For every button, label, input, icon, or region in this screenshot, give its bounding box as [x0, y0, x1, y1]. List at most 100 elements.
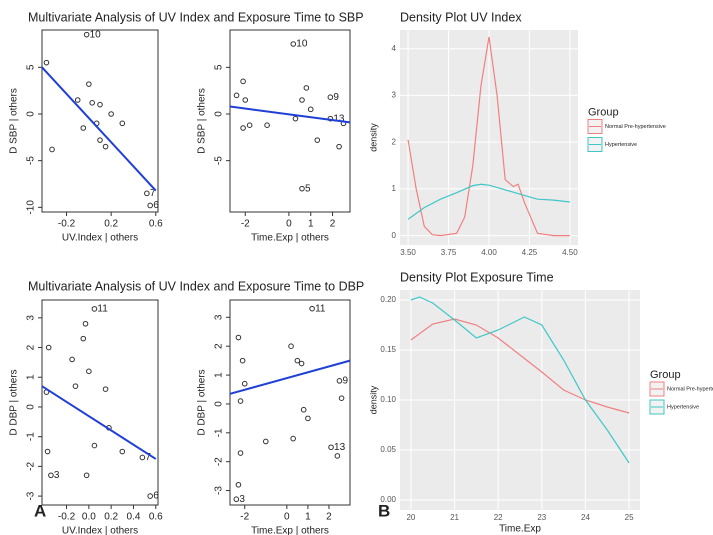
point — [80, 335, 87, 342]
x-tick-label: 22 — [494, 513, 503, 522]
point-label: 10 — [90, 29, 102, 40]
point — [48, 472, 54, 479]
point — [235, 334, 242, 341]
chart-title: Density Plot Exposure Time — [400, 270, 554, 284]
plot-frame — [229, 29, 351, 213]
fit-line — [41, 66, 157, 192]
y-tick-label: -3 — [26, 491, 37, 500]
point — [83, 31, 90, 38]
y-tick-label: -1 — [214, 428, 225, 437]
point — [328, 444, 334, 451]
point-label: 3 — [239, 494, 245, 505]
section-title: Multivariate Analysis of UV Index and Ex… — [28, 10, 364, 24]
y-tick-label: 0 — [214, 401, 225, 407]
point — [290, 41, 297, 47]
point — [49, 146, 55, 153]
point — [327, 94, 334, 100]
legend-title: Group — [588, 106, 619, 118]
legend-label: Normal Pre-hypertensive — [605, 124, 666, 130]
x-axis-label: UV.Index | others — [62, 233, 138, 244]
point — [44, 448, 51, 455]
x-tick-label: 0.6 — [149, 219, 163, 230]
section-title: Multivariate Analysis of UV Index and Ex… — [28, 279, 364, 293]
x-tick-label: -0.2 — [58, 512, 76, 523]
x-tick-label: -2 — [240, 512, 249, 523]
point — [119, 448, 126, 455]
x-tick-label: 3.75 — [441, 248, 457, 257]
x-tick-label: 25 — [625, 513, 634, 522]
y-tick-label: -10 — [26, 200, 37, 215]
point — [299, 97, 305, 103]
point — [102, 143, 109, 150]
point-label: 3 — [54, 470, 60, 481]
legend-label: Hypertensive — [667, 404, 699, 410]
point — [237, 398, 244, 404]
x-tick-label: 4.25 — [522, 248, 538, 257]
density-line — [410, 296, 630, 464]
point — [45, 344, 52, 351]
x-tick-label: 1 — [305, 512, 311, 523]
point — [305, 415, 311, 422]
legend-title: Group — [650, 369, 681, 381]
point — [91, 442, 98, 449]
point-label: 6 — [153, 200, 159, 211]
point-label: 9 — [342, 375, 348, 386]
point-label: 13 — [333, 113, 345, 124]
x-tick-label: -2 — [241, 219, 250, 230]
x-axis-label: UV.Index | others — [62, 526, 138, 535]
plot-frame — [229, 299, 351, 506]
point — [240, 125, 246, 131]
y-tick-label: 0 — [26, 111, 37, 117]
point — [262, 438, 269, 445]
point-label: 13 — [334, 442, 346, 453]
x-tick-label: 4.50 — [562, 248, 578, 257]
y-tick-label: 1 — [392, 184, 397, 193]
y-tick-label: 2 — [26, 344, 37, 350]
x-tick-label: 23 — [537, 513, 546, 522]
y-tick-label: 0 — [26, 404, 37, 410]
y-tick-label: 0 — [214, 111, 225, 117]
y-tick-label: 3 — [214, 314, 225, 320]
point — [91, 306, 98, 312]
y-axis-label: D SBP | others — [9, 88, 20, 154]
y-tick-label: 3 — [392, 91, 397, 100]
plot-frame — [41, 299, 159, 506]
y-tick-label: -2 — [214, 457, 225, 466]
point — [147, 493, 153, 499]
point — [43, 59, 50, 66]
panel-label: B — [378, 501, 390, 520]
point — [303, 85, 310, 91]
y-tick-label: 4 — [392, 44, 397, 53]
y-tick-label: -5 — [214, 156, 225, 165]
point — [86, 81, 92, 87]
y-tick-label: 0.10 — [380, 395, 396, 404]
point — [89, 100, 95, 106]
point-label: 7 — [150, 188, 156, 199]
point — [264, 122, 270, 128]
point — [144, 190, 150, 197]
y-tick-label: 0 — [392, 231, 397, 240]
x-axis-label: Time.Exp | others — [251, 233, 329, 244]
x-tick-label: 0.2 — [104, 512, 118, 523]
y-axis-label: D SBP | others — [197, 88, 208, 154]
legend-label: Hypertensive — [605, 142, 637, 148]
y-tick-label: 5 — [26, 64, 37, 70]
point — [108, 111, 114, 117]
x-tick-label: 3.50 — [400, 248, 416, 257]
x-axis-label: Time.Exp — [499, 524, 541, 535]
point — [246, 122, 253, 128]
y-tick-label: -3 — [214, 486, 225, 495]
y-tick-label: 2 — [392, 137, 397, 146]
x-tick-label: 0.2 — [104, 219, 118, 230]
point — [300, 406, 307, 413]
point-label: 5 — [305, 183, 311, 194]
x-tick-label: 24 — [581, 513, 590, 522]
point — [298, 360, 305, 367]
y-tick-label: 5 — [214, 64, 225, 70]
point — [336, 143, 342, 150]
y-tick-label: 2 — [214, 343, 225, 349]
point — [294, 357, 301, 364]
y-axis-label: D DBP | others — [197, 369, 208, 435]
panel-label: A — [34, 501, 46, 520]
